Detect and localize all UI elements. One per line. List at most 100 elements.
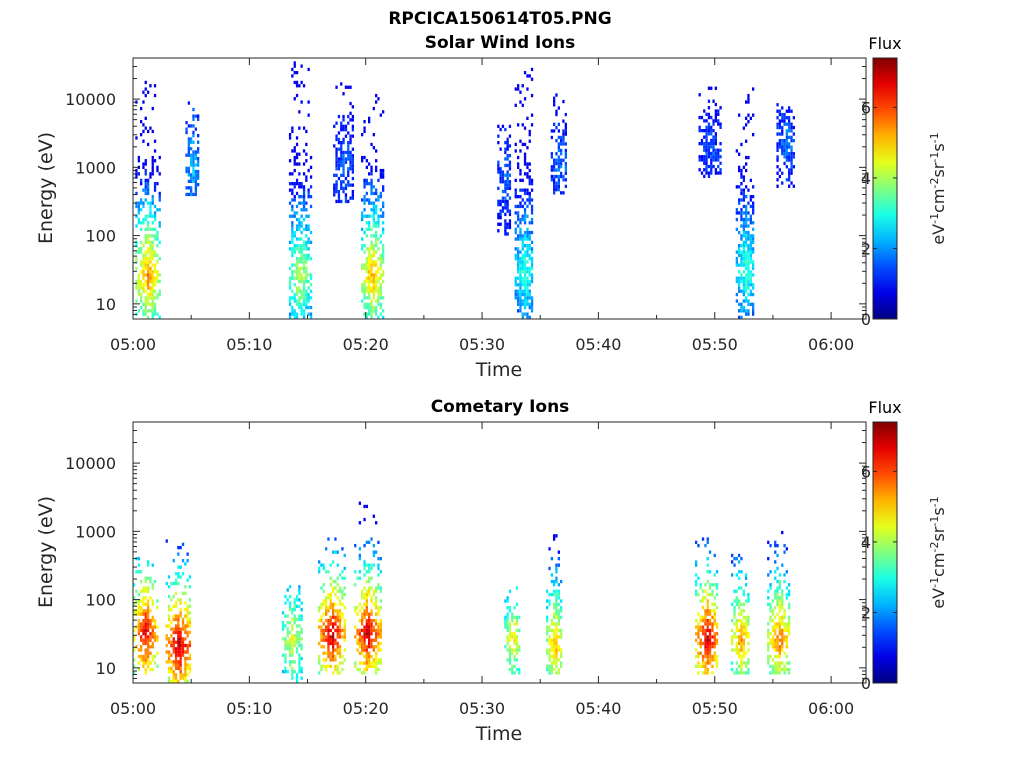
flux-cell xyxy=(711,671,714,675)
flux-cell xyxy=(506,658,509,662)
flux-cell xyxy=(788,178,791,182)
flux-cell xyxy=(699,664,702,668)
flux-cell xyxy=(300,670,303,674)
flux-cell xyxy=(517,237,520,241)
flux-cell xyxy=(523,305,527,310)
panel-title: Solar Wind Ions xyxy=(425,33,576,53)
flux-cell xyxy=(742,641,745,646)
flux-cell xyxy=(338,651,342,655)
flux-cell xyxy=(358,547,361,551)
flux-cell xyxy=(735,227,738,231)
flux-cell xyxy=(291,634,294,638)
flux-cell xyxy=(745,217,748,222)
flux-cell xyxy=(776,589,779,593)
flux-cell xyxy=(747,113,750,117)
flux-cell xyxy=(375,244,378,248)
flux-cell xyxy=(340,163,343,168)
flux-cell xyxy=(517,309,520,313)
flux-cell xyxy=(521,263,524,267)
flux-cell xyxy=(708,654,712,659)
flux-cell xyxy=(738,250,741,254)
flux-cell xyxy=(197,176,200,180)
flux-cell xyxy=(372,263,375,267)
flux-cell xyxy=(370,214,373,218)
flux-cell xyxy=(318,609,321,613)
flux-cell xyxy=(372,253,375,258)
flux-cell xyxy=(519,257,522,261)
flux-cell xyxy=(553,174,556,179)
flux-cell xyxy=(363,286,366,290)
flux-cell xyxy=(550,661,553,665)
flux-cell xyxy=(778,122,781,126)
flux-cell xyxy=(564,155,567,159)
flux-cell xyxy=(508,654,512,659)
flux-cell xyxy=(711,583,714,587)
flux-cell xyxy=(300,221,303,225)
flux-cell xyxy=(295,647,299,651)
flux-cell xyxy=(504,212,507,217)
flux-cell xyxy=(305,178,308,182)
flux-cell xyxy=(184,650,187,654)
flux-cell xyxy=(365,625,368,629)
flux-cell xyxy=(733,599,736,603)
flux-cell xyxy=(363,312,366,316)
flux-cell xyxy=(153,93,157,98)
flux-cell xyxy=(717,119,720,123)
flux-cell xyxy=(337,147,341,151)
flux-cell xyxy=(365,234,368,238)
flux-cell xyxy=(291,234,294,238)
flux-cell xyxy=(185,121,188,125)
flux-cell xyxy=(514,227,517,231)
flux-cell xyxy=(307,292,310,297)
flux-cell xyxy=(338,589,342,593)
flux-cell xyxy=(715,625,719,629)
flux-cell xyxy=(519,201,522,205)
flux-cell xyxy=(151,632,154,636)
flux-cell xyxy=(778,583,781,587)
flux-cell xyxy=(184,627,187,631)
flux-cell xyxy=(783,579,786,584)
flux-cell xyxy=(327,537,330,541)
flux-cell xyxy=(151,155,154,160)
flux-cell xyxy=(363,266,366,271)
flux-cell xyxy=(792,125,795,130)
flux-cell xyxy=(555,126,558,130)
flux-cell xyxy=(351,154,354,158)
flux-cell xyxy=(742,224,745,228)
flux-cell xyxy=(302,149,306,153)
flux-cell xyxy=(305,159,308,163)
flux-cell xyxy=(365,632,368,636)
flux-cell xyxy=(553,184,556,188)
flux-cell xyxy=(288,214,292,218)
flux-cell xyxy=(514,296,517,300)
flux-cell xyxy=(710,158,713,162)
flux-cell xyxy=(778,599,781,603)
flux-cell xyxy=(340,180,343,184)
flux-cell xyxy=(156,312,159,316)
flux-cell xyxy=(740,217,743,222)
flux-cell xyxy=(553,638,556,642)
flux-cell xyxy=(340,141,343,145)
flux-cell xyxy=(511,632,514,636)
flux-cell xyxy=(695,654,698,659)
flux-cell xyxy=(300,185,303,189)
flux-cell xyxy=(151,292,154,297)
flux-cell xyxy=(740,645,743,649)
flux-cell xyxy=(170,653,173,657)
flux-cell xyxy=(291,273,294,277)
flux-cell xyxy=(788,168,791,172)
flux-cell xyxy=(523,97,527,101)
flux-cell xyxy=(377,315,380,319)
flux-cell xyxy=(302,276,306,280)
flux-cell xyxy=(774,544,777,548)
flux-cell xyxy=(286,588,289,592)
flux-cell xyxy=(335,190,338,194)
flux-cell xyxy=(747,260,750,264)
flux-cell xyxy=(790,165,793,169)
flux-cell xyxy=(298,250,301,254)
flux-cell xyxy=(740,168,743,173)
flux-cell xyxy=(363,560,366,564)
flux-cell xyxy=(504,186,507,190)
flux-cell xyxy=(361,299,364,303)
